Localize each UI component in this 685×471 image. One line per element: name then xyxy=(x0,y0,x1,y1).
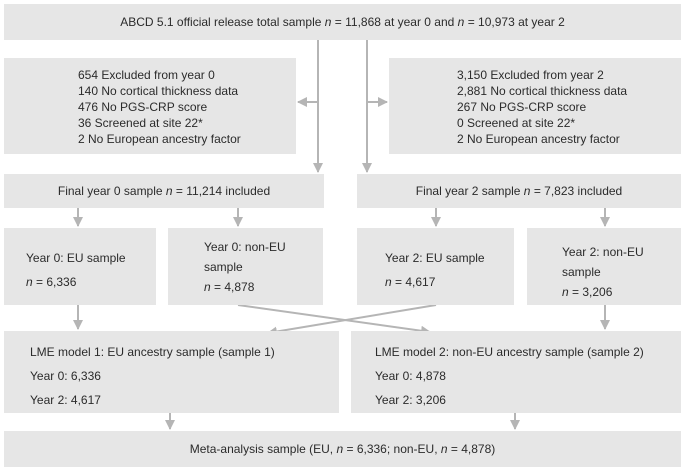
excluded-year2-line: 3,150 Excluded from year 2 xyxy=(457,68,604,82)
lme-model1-box: LME model 1: EU ancestry sample (sample … xyxy=(4,331,339,413)
excluded-year2-box: 3,150 Excluded from year 2 2,881 No cort… xyxy=(389,58,681,154)
final-year2-box: Final year 2 sample n = 7,823 included xyxy=(357,174,681,208)
final-year0-box: Final year 0 sample n = 11,214 included xyxy=(4,174,324,208)
excluded-year2-line: 2,881 No cortical thickness data xyxy=(457,84,628,98)
lme-model1-title: LME model 1: EU ancestry sample (sample … xyxy=(30,345,275,359)
lme-model2-year0: Year 0: 4,878 xyxy=(375,369,446,383)
excluded-year2-line: 2 No European ancestry factor xyxy=(457,132,620,146)
lme-model1-year0: Year 0: 6,336 xyxy=(30,369,101,383)
year2-noneu-n: n = 3,206 xyxy=(562,285,613,299)
year0-eu-n: n = 6,336 xyxy=(26,275,77,289)
year0-noneu-title: sample xyxy=(204,260,243,274)
total-sample-box: ABCD 5.1 official release total sample n… xyxy=(4,4,681,40)
year0-noneu-title: Year 0: non-EU xyxy=(204,240,286,254)
arrow-y2-eu-to-model1 xyxy=(267,304,437,337)
arrow-y0-noneu-to-model2 xyxy=(237,304,431,336)
meta-analysis-box: Meta-analysis sample (EU, n = 6,336; non… xyxy=(4,431,681,467)
year2-noneu-title: Year 2: non-EU xyxy=(562,245,644,259)
year0-noneu-n: n = 4,878 xyxy=(204,280,255,294)
meta-analysis-text: Meta-analysis sample (EU, n = 6,336; non… xyxy=(189,442,496,456)
excluded-year0-line: 36 Screened at site 22* xyxy=(78,116,203,130)
year2-eu-box: Year 2: EU sample n = 4,617 xyxy=(357,228,514,305)
excluded-year2-line: 0 Screened at site 22* xyxy=(457,116,576,130)
lme-model2-year2: Year 2: 3,206 xyxy=(375,393,446,407)
year2-eu-n: n = 4,617 xyxy=(385,275,436,289)
year0-noneu-box: Year 0: non-EU sample n = 4,878 xyxy=(168,228,323,305)
lme-model2-title: LME model 2: non-EU ancestry sample (sam… xyxy=(375,345,644,359)
year0-eu-box: Year 0: EU sample n = 6,336 xyxy=(4,228,156,305)
year2-noneu-title: sample xyxy=(562,265,601,279)
year2-noneu-box: Year 2: non-EU sample n = 3,206 xyxy=(527,228,681,305)
final-year0-text: Final year 0 sample n = 11,214 included xyxy=(57,184,271,198)
excluded-year0-line: 654 Excluded from year 0 xyxy=(78,68,215,82)
excluded-year2-line: 267 No PGS-CRP score xyxy=(457,100,587,114)
total-sample-text: ABCD 5.1 official release total sample n… xyxy=(120,15,565,29)
year0-eu-title: Year 0: EU sample xyxy=(26,251,126,265)
year2-eu-title: Year 2: EU sample xyxy=(385,251,485,265)
excluded-year0-line: 476 No PGS-CRP score xyxy=(78,100,208,114)
final-year2-text: Final year 2 sample n = 7,823 included xyxy=(415,184,623,198)
lme-model1-year2: Year 2: 4,617 xyxy=(30,393,101,407)
excluded-year0-line: 140 No cortical thickness data xyxy=(78,84,239,98)
lme-model2-box: LME model 2: non-EU ancestry sample (sam… xyxy=(351,331,681,413)
excluded-year0-line: 2 No European ancestry factor xyxy=(78,132,241,146)
excluded-year0-box: 654 Excluded from year 0 140 No cortical… xyxy=(4,58,296,154)
